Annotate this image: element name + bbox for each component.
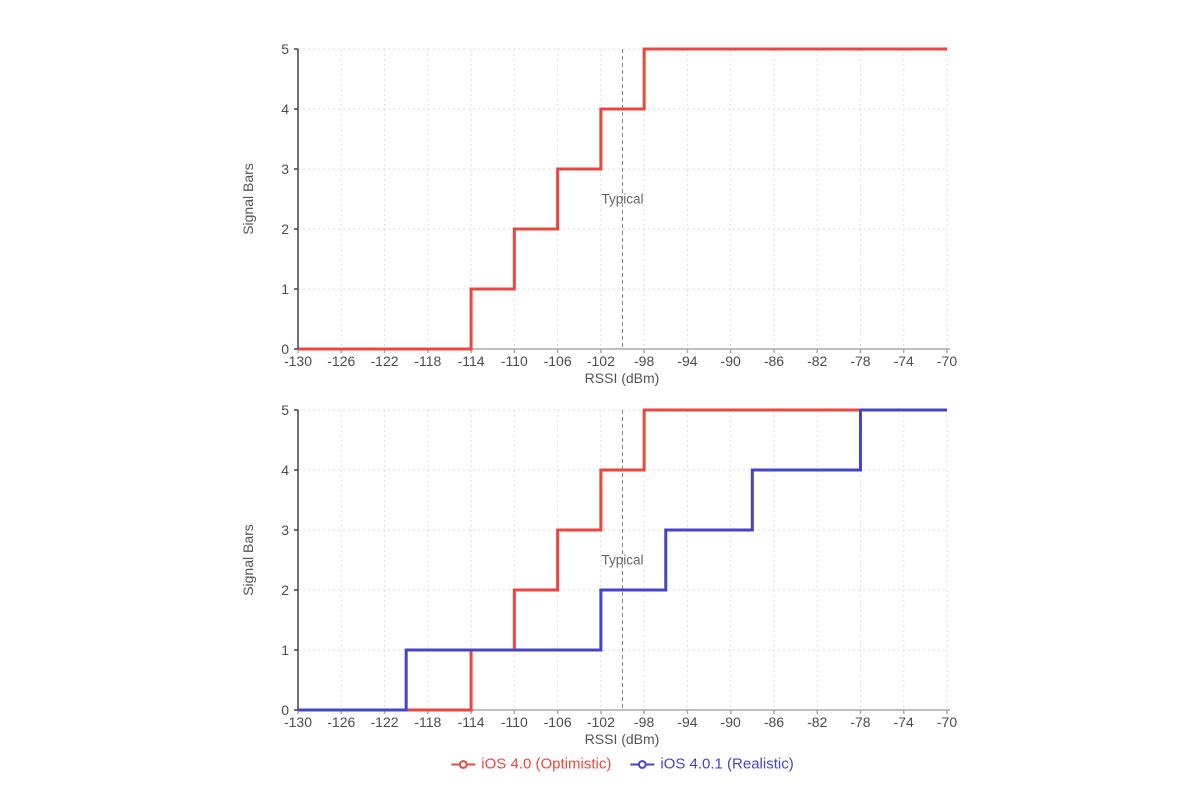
series-ios-4-0-1-realistic — [298, 408, 947, 712]
x-tick-label: -98 — [634, 353, 654, 369]
y-tick-label: 2 — [281, 221, 289, 237]
legend-label-ios-4-0-optimistic: iOS 4.0 (Optimistic) — [481, 755, 612, 773]
x-tick-label: -102 — [587, 714, 615, 730]
typical-label: Typical — [601, 553, 643, 568]
x-axis-title-bottom: RSSI (dBm) — [584, 731, 660, 747]
x-tick-label: -74 — [894, 353, 914, 369]
x-tick-label: -126 — [327, 353, 355, 369]
y-tick-label: 0 — [281, 341, 289, 357]
x-tick-label: -94 — [677, 353, 697, 369]
y-tick-label: 5 — [281, 402, 289, 418]
x-tick-label: -130 — [284, 353, 312, 369]
x-tick-label: -78 — [850, 714, 870, 730]
y-tick-label: 5 — [281, 41, 289, 57]
x-tick-label: -86 — [764, 714, 784, 730]
x-tick-label: -90 — [721, 353, 741, 369]
x-tick-label: -86 — [764, 353, 784, 369]
legend-label-ios-4-0-1-realistic: iOS 4.0.1 (Realistic) — [660, 755, 794, 773]
x-tick-label: -130 — [284, 714, 312, 730]
y-tick-label: 4 — [281, 101, 289, 117]
y-axis-title-bottom: Signal Bars — [240, 524, 256, 596]
x-tick-label: -110 — [501, 353, 528, 369]
x-tick-label: -94 — [677, 714, 697, 730]
y-axis-title-top: Signal Bars — [240, 163, 256, 235]
legend-line-circle-icon — [451, 759, 476, 769]
y-tick-label: 2 — [281, 582, 289, 598]
x-tick-label: -98 — [634, 714, 654, 730]
x-tick-label: -70 — [937, 353, 957, 369]
x-tick-label: -82 — [807, 353, 827, 369]
x-tick-label: -126 — [327, 714, 355, 730]
y-tick-label: 3 — [281, 522, 289, 538]
x-tick-label: -106 — [544, 714, 572, 730]
legend-item-ios-4-0-optimistic: iOS 4.0 (Optimistic) — [450, 756, 611, 773]
legend-line-circle-icon — [630, 759, 655, 769]
x-tick-label: -74 — [894, 714, 914, 730]
y-tick-label: 3 — [281, 161, 289, 177]
typical-label: Typical — [601, 192, 643, 207]
x-tick-label: -118 — [414, 353, 441, 369]
y-tick-label: 1 — [281, 281, 289, 297]
x-tick-label: -90 — [721, 714, 741, 730]
x-tick-label: -118 — [414, 714, 441, 730]
x-tick-label: -114 — [458, 714, 485, 730]
legend-item-ios-4-0-1-realistic: iOS 4.0.1 (Realistic) — [629, 755, 794, 773]
y-tick-label: 0 — [281, 702, 289, 718]
x-tick-label: -114 — [458, 353, 485, 369]
x-tick-label: -70 — [937, 714, 957, 730]
x-tick-label: -78 — [850, 353, 870, 369]
series-ios-4-0-optimistic — [298, 47, 947, 351]
legend: iOS 4.0 (Optimistic) iOS 4.0.1 (Realisti… — [450, 755, 794, 773]
x-tick-label: -122 — [371, 353, 399, 369]
x-tick-label: -110 — [501, 714, 528, 730]
x-tick-label: -122 — [371, 714, 399, 730]
x-axis-title-top: RSSI (dBm) — [584, 370, 660, 386]
y-tick-label: 1 — [281, 642, 289, 658]
x-tick-label: -82 — [807, 714, 827, 730]
x-tick-label: -106 — [544, 353, 572, 369]
series-ios-4-0-optimistic — [298, 408, 947, 712]
x-tick-label: -102 — [587, 353, 615, 369]
y-tick-label: 4 — [281, 462, 289, 478]
